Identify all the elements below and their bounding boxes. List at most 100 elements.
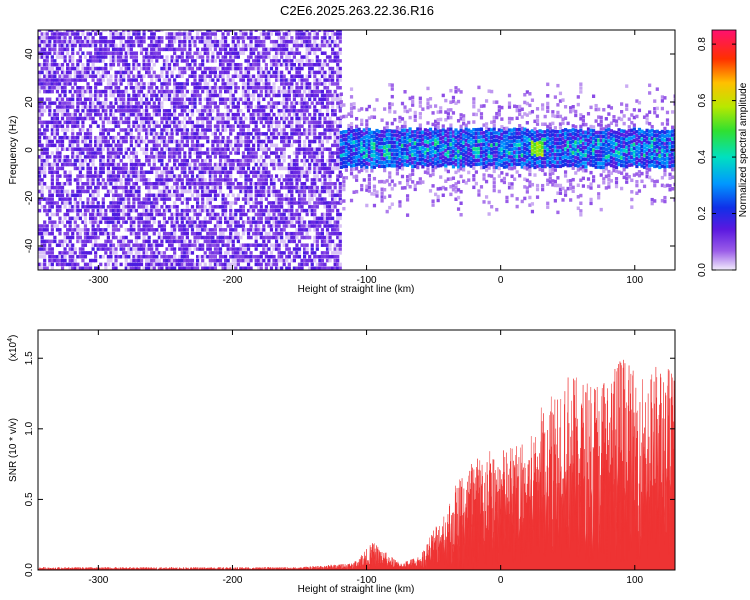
heatmap-cell [175, 139, 179, 144]
heatmap-cell [134, 62, 139, 67]
heatmap-cell [195, 224, 200, 228]
heatmap-cell [239, 158, 243, 163]
heatmap-cell [315, 86, 319, 90]
heatmap-cell [295, 155, 299, 159]
heatmap-cell [188, 147, 192, 151]
heatmap-cell [180, 143, 184, 148]
heatmap-cell [83, 74, 88, 78]
heatmap-cell [239, 266, 243, 270]
heatmap-cell [134, 162, 139, 167]
heatmap-cell [272, 101, 276, 105]
heatmap-cell [259, 174, 263, 178]
heatmap-cell [58, 105, 62, 109]
heatmap-cell [63, 182, 67, 186]
heatmap-cell [94, 47, 98, 52]
heatmap-cell [241, 132, 246, 136]
heatmap-cell [71, 266, 75, 270]
heatmap-cell [295, 59, 299, 63]
heatmap-cell [147, 235, 151, 240]
heatmap-cell [124, 86, 128, 90]
heatmap-cell [178, 30, 182, 32]
heatmap-cell [264, 166, 268, 171]
heatmap-cell [313, 70, 317, 75]
heatmap-cell [38, 43, 42, 48]
heatmap-cell [170, 139, 174, 144]
heatmap-cell [152, 55, 156, 59]
heatmap-cell [315, 147, 319, 151]
heatmap-cell [76, 143, 80, 148]
heatmap-cell [132, 59, 136, 63]
heatmap-cell [170, 39, 174, 44]
heatmap-cell [175, 55, 179, 59]
heatmap-cell [226, 112, 230, 117]
heatmap-cell [203, 97, 207, 102]
heatmap-cell [290, 216, 294, 221]
heatmap-cell [116, 228, 121, 232]
heatmap-cell [94, 93, 98, 98]
heatmap-cell [94, 143, 98, 148]
heatmap-cell [257, 228, 261, 232]
heatmap-cell [313, 116, 317, 121]
heatmap-cell [254, 189, 258, 194]
heatmap-cell [262, 109, 266, 113]
heatmap-cell [211, 32, 215, 36]
heatmap-cell [81, 220, 85, 224]
heatmap-cell [264, 70, 268, 75]
heatmap-cell [40, 78, 44, 82]
heatmap-cell [83, 66, 88, 71]
heatmap-cell [269, 66, 274, 71]
heatmap-cell [287, 231, 291, 236]
heatmap-cell [55, 151, 60, 155]
heatmap-cell [323, 216, 327, 221]
heatmap-cell [101, 78, 105, 82]
heatmap-cell [68, 105, 72, 109]
heatmap-cell [297, 59, 302, 63]
heatmap-cell [297, 30, 302, 32]
heatmap-cell [71, 228, 75, 232]
heatmap-cell [48, 251, 52, 255]
heatmap-cell [277, 254, 281, 259]
heatmap-cell [106, 220, 110, 224]
heatmap-cell [302, 32, 307, 36]
heatmap-cell [318, 189, 322, 194]
heatmap-cell [99, 170, 103, 174]
heatmap-cell [323, 32, 327, 36]
heatmap-cell [231, 124, 235, 128]
heatmap-cell [124, 39, 128, 44]
heatmap-cell [99, 247, 103, 251]
heatmap-cell [160, 178, 164, 182]
heatmap-cell [280, 201, 284, 205]
heatmap-cell [173, 266, 177, 270]
heatmap-cell [226, 182, 230, 186]
heatmap-cell [145, 116, 149, 121]
heatmap-cell [254, 124, 258, 128]
heatmap-cell [297, 220, 302, 224]
heatmap-cell [193, 224, 197, 228]
heatmap-cell [308, 228, 312, 232]
heatmap-cell [236, 51, 240, 55]
heatmap-cell [257, 189, 261, 194]
heatmap-cell [162, 254, 167, 259]
heatmap-cell [206, 135, 210, 140]
heatmap-cell [290, 182, 294, 186]
heatmap-cell [96, 224, 100, 228]
heatmap-cell [155, 247, 159, 251]
heatmap-cell [68, 30, 72, 32]
heatmap-cell [142, 116, 146, 121]
heatmap-cell [76, 124, 80, 128]
heatmap-cell [76, 97, 80, 102]
heatmap-cell [178, 162, 182, 167]
heatmap-cell [259, 132, 263, 136]
heatmap-cell [60, 266, 65, 270]
heatmap-cell [201, 151, 205, 155]
heatmap-cell [180, 51, 184, 55]
heatmap-cell [198, 39, 202, 44]
heatmap-cell [58, 254, 62, 259]
heatmap-cell [119, 243, 123, 247]
heatmap-cell [101, 231, 105, 236]
heatmap-cell [282, 185, 286, 190]
heatmap-cell [45, 147, 49, 151]
heatmap-cell [180, 112, 184, 117]
heatmap-cell [91, 174, 95, 178]
heatmap-cell [292, 158, 296, 163]
